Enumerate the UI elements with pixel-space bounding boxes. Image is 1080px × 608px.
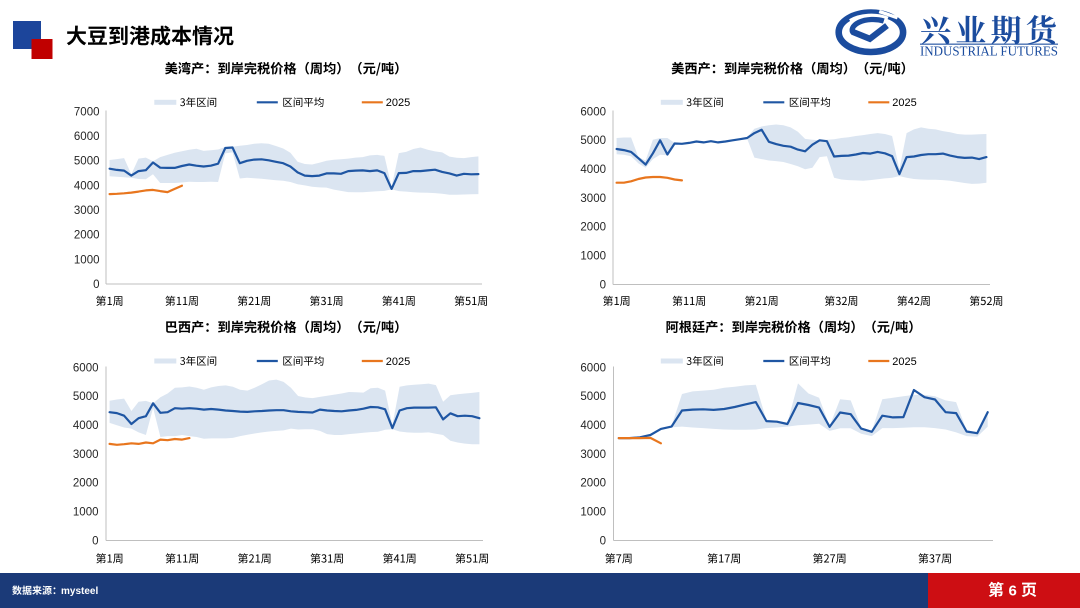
svg-text:6000: 6000 — [74, 131, 100, 143]
svg-text:4000: 4000 — [580, 420, 606, 432]
svg-text:5000: 5000 — [73, 391, 99, 403]
svg-text:INDUSTRIAL FUTURES: INDUSTRIAL FUTURES — [920, 44, 1058, 59]
svg-text:mysteel: mysteel — [61, 586, 98, 597]
svg-text:6000: 6000 — [580, 362, 606, 374]
svg-text:4000: 4000 — [74, 180, 100, 192]
svg-text:4000: 4000 — [580, 164, 606, 176]
svg-text:6000: 6000 — [580, 106, 606, 118]
svg-text:3000: 3000 — [73, 449, 99, 461]
svg-text:1000: 1000 — [73, 507, 99, 519]
svg-text:2025: 2025 — [892, 356, 916, 368]
svg-text:1000: 1000 — [74, 254, 100, 266]
svg-text:3000: 3000 — [74, 205, 100, 217]
svg-text:5000: 5000 — [580, 391, 606, 403]
svg-text:2000: 2000 — [580, 222, 606, 234]
svg-text:0: 0 — [600, 279, 606, 291]
svg-text:2000: 2000 — [73, 478, 99, 490]
svg-text:2025: 2025 — [386, 356, 410, 368]
svg-text:2025: 2025 — [386, 97, 410, 109]
svg-text:2000: 2000 — [580, 478, 606, 490]
svg-text:7000: 7000 — [74, 106, 100, 118]
svg-text:3000: 3000 — [580, 449, 606, 461]
svg-text:5000: 5000 — [580, 135, 606, 147]
svg-text:4000: 4000 — [73, 420, 99, 432]
svg-text:2025: 2025 — [892, 97, 916, 109]
svg-text:3000: 3000 — [580, 193, 606, 205]
svg-text:6: 6 — [1009, 583, 1017, 600]
svg-text:6000: 6000 — [73, 362, 99, 374]
svg-text:0: 0 — [600, 535, 606, 547]
svg-text:0: 0 — [92, 535, 98, 547]
svg-text:2000: 2000 — [74, 230, 100, 242]
svg-text:5000: 5000 — [74, 156, 100, 168]
svg-text:1000: 1000 — [580, 507, 606, 519]
svg-text:1000: 1000 — [580, 251, 606, 263]
svg-text:0: 0 — [93, 279, 99, 291]
